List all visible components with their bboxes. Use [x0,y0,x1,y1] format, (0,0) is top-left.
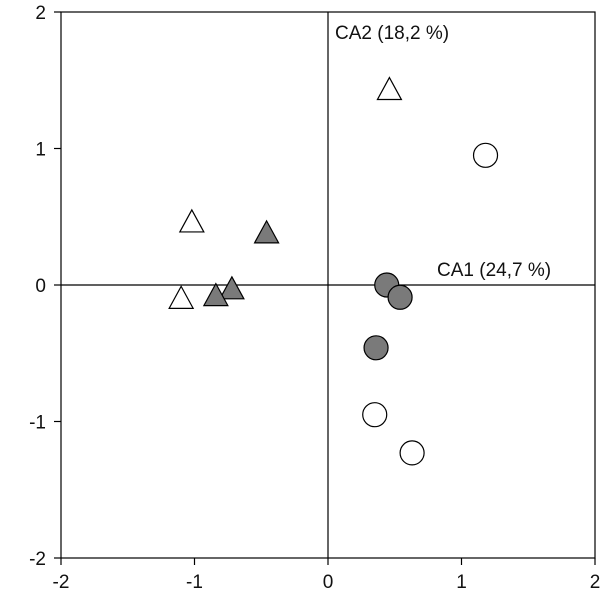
y-tick-labels: -2 -1 0 1 2 [29,3,46,570]
axis1-title: CA1 (24,7 %) [437,260,551,281]
axis2-title: CA2 (18,2 %) [335,23,449,44]
open-circle-point [472,142,499,168]
y-tick-label: 2 [35,3,46,24]
open-triangle-point [178,208,205,233]
open-circle-point [399,440,425,466]
open-triangle-point [168,285,195,309]
open-circle-point [362,402,388,428]
y-tick-label: 1 [35,140,46,161]
filled-triangle-point [202,282,229,307]
filled-triangle-point [253,219,280,244]
filled-triangle-point [218,275,245,300]
open-triangle-point [376,76,403,101]
x-tick-label: 0 [323,572,334,593]
y-tick-label: -1 [29,413,46,434]
y-tick-label: 0 [35,276,46,297]
filled-circle-point [387,284,413,310]
y-tick-label: -2 [29,549,46,570]
filled-circle-point [363,335,389,361]
x-tick-label: -1 [186,572,203,593]
x-tick-labels: -2 -1 0 1 2 [53,572,601,593]
x-tick-label: 1 [456,572,467,593]
data-points [168,76,499,466]
x-tick-label: -2 [53,572,70,593]
x-tick-label: 2 [590,572,601,593]
tick-marks [54,11,596,565]
center-axes [61,12,595,558]
